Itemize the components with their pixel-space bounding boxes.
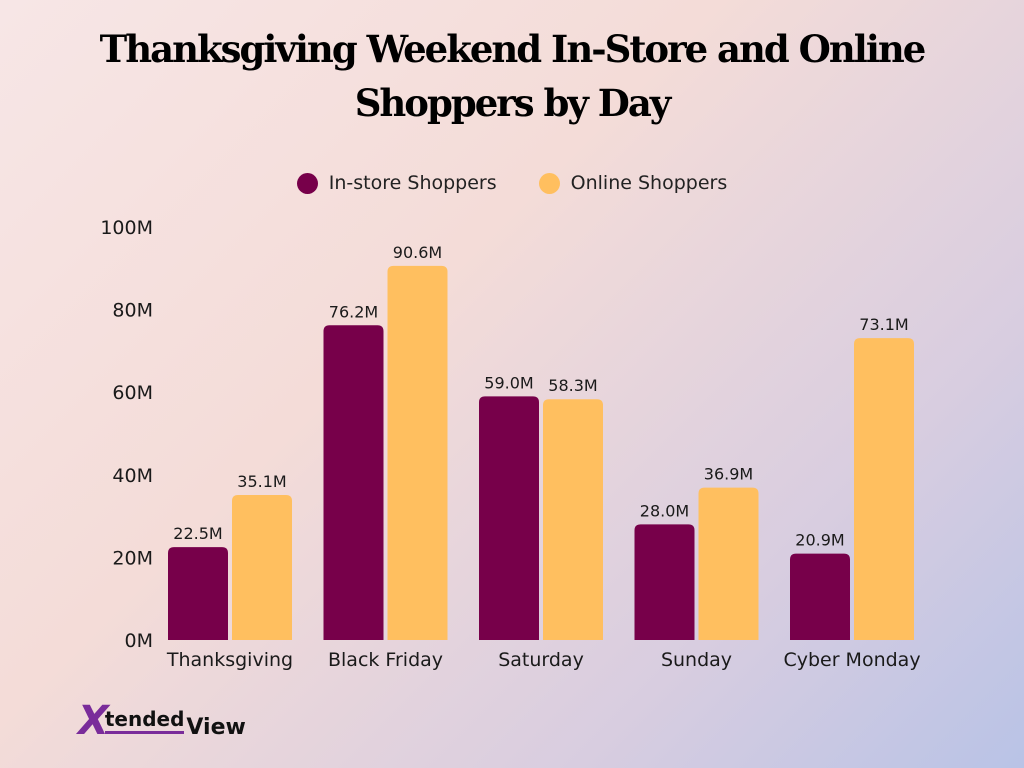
- legend-item-instore: In-store Shoppers: [296, 172, 497, 194]
- x-axis: Thanksgiving Black Friday Saturday Sunday Cy…: [166, 649, 921, 671]
- x-tick-label: Sunday: [661, 649, 732, 671]
- bar-instore-2: [479, 396, 539, 640]
- bar-instore-3: [634, 524, 695, 640]
- legend-item-online: Online Shoppers: [538, 172, 728, 194]
- bar-instore-4: [790, 553, 850, 640]
- legend-label-online: Online Shoppers: [570, 172, 728, 194]
- logo-view-text: View: [186, 715, 246, 740]
- data-label-online-0: 35.1M: [237, 472, 286, 491]
- y-tick-label: 60M: [112, 382, 153, 404]
- data-label-instore-4: 20.9M: [795, 531, 844, 550]
- bar-online-2: [543, 399, 603, 640]
- data-label-online-3: 36.9M: [704, 465, 753, 484]
- data-label-instore-3: 28.0M: [640, 501, 689, 520]
- bar-online-0: [232, 495, 292, 640]
- legend-label-instore: In-store Shoppers: [328, 172, 497, 194]
- y-tick-label: 100M: [100, 217, 153, 239]
- data-label-online-2: 58.3M: [548, 376, 597, 395]
- data-labels: 22.5M 35.1M 76.2M 90.6M 59.0M 58.3M 28.0M 36.9M…: [173, 243, 908, 550]
- bar-online-1: [387, 265, 448, 640]
- y-tick-label: 0M: [125, 630, 153, 652]
- data-label-instore-2: 59.0M: [484, 373, 533, 392]
- bars: [168, 265, 914, 640]
- logo-x-mark: X: [78, 698, 109, 744]
- bar-instore-1: [323, 325, 384, 640]
- x-tick-label: Thanksgiving: [166, 649, 293, 671]
- data-label-online-1: 90.6M: [393, 243, 442, 262]
- data-label-instore-1: 76.2M: [329, 302, 378, 321]
- y-tick-label: 80M: [112, 300, 153, 322]
- xtendedview-logo: X tended View: [78, 698, 246, 744]
- x-tick-label: Cyber Monday: [783, 649, 920, 671]
- legend: In-store Shoppers Online Shoppers: [0, 172, 1024, 194]
- data-label-instore-0: 22.5M: [173, 524, 222, 543]
- bar-instore-0: [168, 547, 228, 640]
- x-tick-label: Black Friday: [328, 649, 443, 671]
- x-tick-label: Saturday: [498, 649, 584, 671]
- y-tick-label: 40M: [112, 465, 153, 487]
- chart-title: Thanksgiving Weekend In-Store and Online…: [99, 27, 927, 125]
- bar-online-4: [854, 338, 914, 640]
- legend-dot-online: [538, 172, 560, 194]
- logo-tended-text: tended: [104, 707, 185, 734]
- y-tick-label: 20M: [112, 547, 153, 569]
- bar-online-3: [698, 487, 759, 640]
- y-axis: 0M 20M 40M 60M 80M 100M: [100, 217, 153, 652]
- data-label-online-4: 73.1M: [859, 315, 908, 334]
- legend-dot-instore: [296, 172, 318, 194]
